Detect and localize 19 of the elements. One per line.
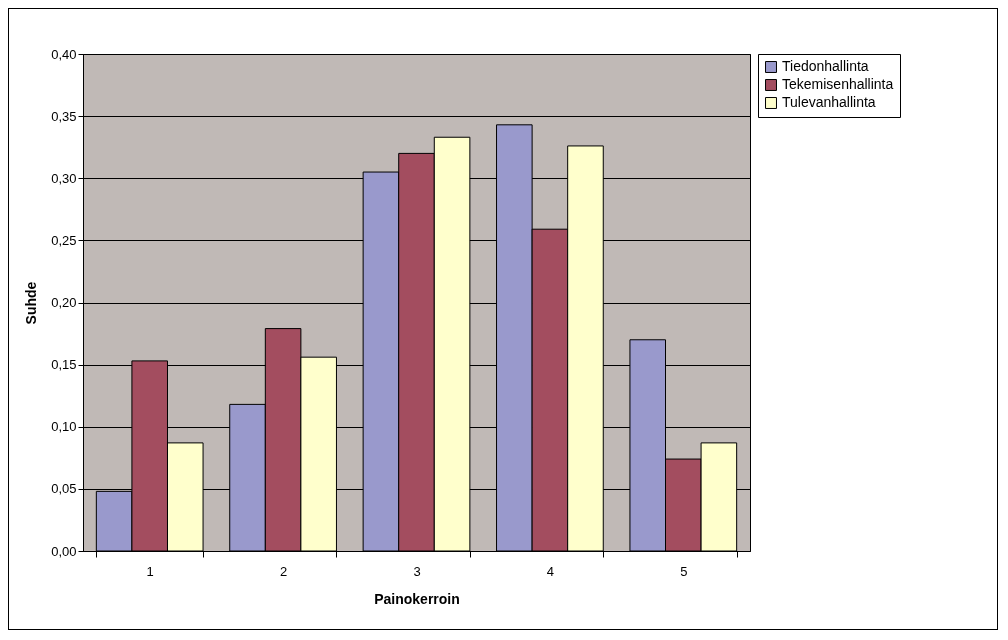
y-tick-label: 0,25 <box>51 232 77 248</box>
y-tick-label: 0,10 <box>51 419 77 435</box>
legend-label: Tulevanhallinta <box>782 94 876 110</box>
legend-label: Tekemisenhallinta <box>782 76 894 92</box>
y-tick-label: 0,40 <box>51 46 77 62</box>
x-axis-title: Painokerroin <box>374 590 460 607</box>
y-tick-label: 0,20 <box>51 295 77 310</box>
legend-label: Tiedonhallinta <box>782 58 869 74</box>
x-tick-label: 2 <box>279 563 288 579</box>
x-tick-label: 1 <box>146 563 154 579</box>
y-tick-label: 0,05 <box>51 481 77 497</box>
y-tick-label: 0,15 <box>51 357 77 373</box>
x-tick-label: 5 <box>680 563 688 579</box>
x-tick-label: 4 <box>546 563 555 579</box>
y-axis-title: Suhde <box>23 281 40 325</box>
x-tick-label: 3 <box>413 563 421 579</box>
y-tick-label: 0,00 <box>51 543 77 559</box>
y-tick-label: 0,30 <box>51 170 77 186</box>
y-tick-label: 0,35 <box>51 108 77 124</box>
